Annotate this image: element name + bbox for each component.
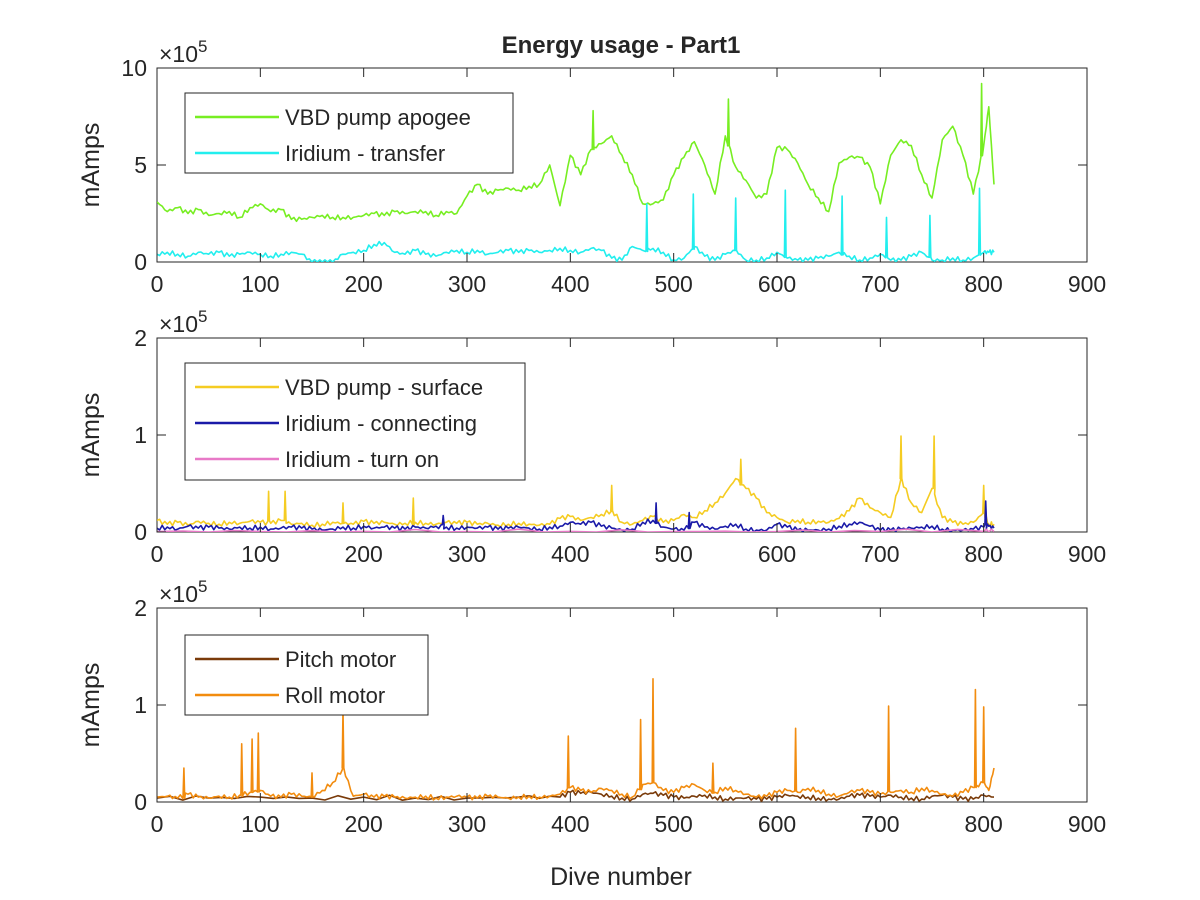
y-axis-label: mAmps [77,123,105,208]
y-tick-label: 0 [134,249,147,275]
x-tick-label: 500 [654,811,692,837]
y-axis-label: mAmps [77,393,105,478]
y-tick-label: 10 [121,55,147,81]
x-tick-label: 800 [964,811,1002,837]
y-exponent-label: ×105 [159,307,207,337]
y-tick-label: 2 [134,325,147,351]
legend: VBD pump - surface Iridium - connecting Ir… [184,362,526,481]
legend: VBD pump apogee Iridium - transfer [184,92,514,174]
x-tick-label: 100 [241,811,279,837]
y-tick-label: 1 [134,422,147,448]
y-tick-label: 1 [134,692,147,718]
x-tick-label: 900 [1068,541,1106,567]
x-tick-label: 700 [861,811,899,837]
y-exponent-label: ×105 [159,577,207,607]
legend-box [184,92,514,174]
y-exponent-label: ×105 [159,37,207,67]
panel-1: 0 100 200 300 400 500 600 700 800 900 0 5 10 mAmps ×10… [77,37,1106,297]
series-line-1 [157,789,995,802]
series-group [157,678,995,802]
legend-entry: VBD pump apogee [285,105,471,130]
panel-2: 0 100 200 300 400 500 600 700 800 900 0 1 2 mAmps ×105… [77,307,1106,567]
x-axis-label: Dive number [550,863,692,891]
legend: Pitch motor Roll motor [184,634,429,716]
legend-entry: Iridium - turn on [285,447,439,472]
x-tick-label: 300 [448,811,486,837]
x-tick-label: 300 [448,271,486,297]
x-tick-label: 800 [964,271,1002,297]
legend-entry: Iridium - connecting [285,411,477,436]
panel-3: 0 100 200 300 400 500 600 700 800 900 0 1 2 mAmps ×105… [77,577,1106,837]
legend-entry: Roll motor [285,683,385,708]
x-tick-label: 200 [344,811,382,837]
legend-entry: Iridium - transfer [285,141,445,166]
x-tick-label: 500 [654,541,692,567]
series-line-3 [157,528,995,532]
x-tick-label: 700 [861,541,899,567]
x-tick-label: 600 [758,811,796,837]
y-tick-label: 2 [134,595,147,621]
x-tick-label: 900 [1068,811,1106,837]
x-tick-label: 300 [448,541,486,567]
series-group [157,82,995,262]
x-tick-label: 200 [344,271,382,297]
legend-box [184,634,429,716]
x-tick-label: 800 [964,541,1002,567]
series-line-2 [157,187,995,262]
x-tick-label: 0 [151,541,164,567]
series-line-2 [157,500,995,532]
x-tick-label: 600 [758,541,796,567]
figure-title: Energy usage - Part1 [502,32,741,59]
x-tick-label: 900 [1068,271,1106,297]
y-tick-label: 5 [134,152,147,178]
x-tick-label: 100 [241,541,279,567]
y-tick-label: 0 [134,519,147,545]
x-tick-label: 400 [551,541,589,567]
series-group [157,435,995,532]
x-tick-label: 0 [151,811,164,837]
y-tick-label: 0 [134,789,147,815]
x-tick-label: 400 [551,811,589,837]
series-line-2 [157,678,995,801]
y-axis-label: mAmps [77,663,105,748]
series-line-1 [157,435,995,529]
legend-entry: VBD pump - surface [285,375,483,400]
x-tick-label: 700 [861,271,899,297]
x-tick-label: 200 [344,541,382,567]
series-line-1 [157,82,995,223]
x-tick-label: 500 [654,271,692,297]
x-tick-label: 600 [758,271,796,297]
x-tick-label: 400 [551,271,589,297]
legend-entry: Pitch motor [285,647,396,672]
x-tick-label: 0 [151,271,164,297]
x-tick-label: 100 [241,271,279,297]
legend-box [184,362,526,481]
